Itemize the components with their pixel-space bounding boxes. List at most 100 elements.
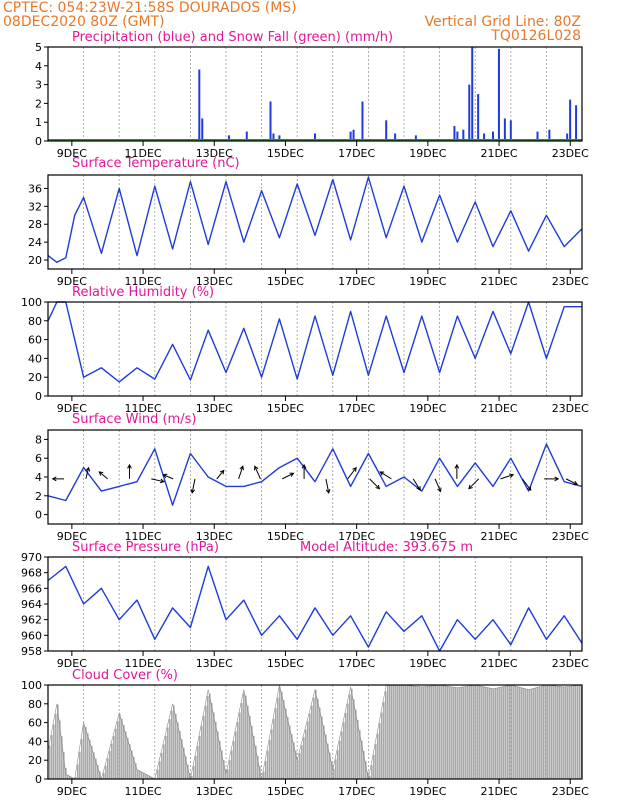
cloud-bar — [239, 712, 241, 779]
cloud-bar — [319, 707, 321, 779]
cloud-bar — [75, 777, 77, 779]
cloud-bar — [519, 687, 521, 779]
cloud-bar — [219, 741, 221, 779]
cloud-frame — [47, 684, 583, 780]
precip-bar — [453, 125, 456, 141]
cloud-bar — [535, 688, 537, 779]
wind-arrow-head — [190, 488, 196, 494]
wind-ytick-label: 2 — [35, 490, 42, 503]
humidity-frame — [47, 301, 583, 397]
cloud-bar — [55, 713, 57, 779]
cloud-bar — [187, 764, 189, 779]
precip-frame — [47, 46, 583, 142]
cloud-bar — [81, 739, 83, 779]
cloud-bar — [435, 685, 437, 779]
precip-panel: 0 1 2 3 4 5 9DEC 11DEC 13DEC 15DEC 17DEC 19DEC 21DEC… — [35, 41, 589, 160]
cloud-bar — [373, 754, 375, 779]
cloud-bar — [165, 735, 167, 779]
precip-bar — [471, 47, 474, 141]
cloud-bar — [139, 770, 141, 779]
wind-arrow-shaft — [238, 466, 244, 480]
wind-xtick-label: 11DEC — [124, 530, 161, 543]
humidity-xtick-label: 11DEC — [124, 402, 161, 415]
wind-arrow — [544, 476, 560, 482]
cloud-bar — [83, 726, 85, 779]
precip-panel-title: Precipitation (blue) and Snow Fall (gree… — [72, 30, 393, 45]
cloud-bar — [201, 725, 203, 779]
cloud-bar — [533, 688, 535, 779]
cloud-xtick-label: 11DEC — [124, 785, 161, 798]
cloud-bar — [259, 765, 261, 779]
cloud-bar — [137, 769, 139, 779]
pressure-ytick-label: 970 — [21, 551, 42, 564]
cloud-bar — [229, 760, 231, 779]
precip-bar — [477, 94, 480, 141]
cloud-bar — [123, 725, 125, 779]
cloud-bar — [357, 720, 359, 779]
cloud-bar — [307, 721, 309, 779]
precip-bar — [509, 120, 512, 141]
cloud-bar — [95, 758, 97, 779]
wind-arrow-head — [526, 486, 532, 491]
cloud-bar — [207, 695, 209, 779]
cloud-bar — [211, 703, 213, 779]
cloud-bar — [145, 773, 147, 779]
cloud-bar — [573, 685, 575, 779]
cloud-bar — [557, 686, 559, 779]
cloud-bar — [113, 736, 115, 779]
cloud-bar — [505, 686, 507, 779]
cloud-bar — [305, 729, 307, 779]
wind-arrow — [162, 473, 174, 480]
precip-bar — [385, 120, 388, 141]
cloud-bar — [279, 687, 281, 779]
cloud-bar — [463, 686, 465, 779]
cloud-bar — [257, 755, 259, 779]
cloud-bar — [105, 765, 107, 779]
precip-bar — [548, 129, 551, 141]
wind-arrow-head — [554, 476, 560, 482]
cloud-bar — [141, 771, 143, 779]
cloud-bar — [243, 693, 245, 779]
temp-panel: 20 24 28 32 36 9DEC 11DEC 13DEC 15DEC 17DEC 19DEC 2… — [28, 174, 589, 288]
cloud-bar — [349, 694, 351, 779]
wind-arrow-shaft — [191, 478, 196, 493]
wind-arrow — [98, 471, 108, 480]
precip-ytick-label: 3 — [35, 79, 42, 92]
wind-arrow-shaft — [379, 471, 392, 480]
cloud-bar — [449, 686, 451, 779]
cloud-bar — [191, 775, 193, 779]
cloud-xtick-label: 9DEC — [57, 785, 87, 798]
wind-ytick-label: 4 — [35, 471, 42, 484]
wind-arrow — [325, 478, 331, 494]
pressure-panel: 958 960 962 964 966 968 970 9DEC 11DEC 13DEC 15DEC… — [21, 551, 589, 670]
cloud-bar — [281, 691, 283, 779]
cloud-bar — [549, 685, 551, 779]
header-model-code: TQ0126L028 — [490, 28, 581, 44]
cloud-bar — [213, 712, 215, 779]
precip-bar — [462, 129, 465, 141]
wind-arrow — [369, 478, 381, 490]
cloud-bar — [173, 705, 175, 779]
cloud-bar — [283, 700, 285, 779]
cloud-bar — [537, 687, 539, 779]
cloud-bar — [311, 705, 313, 779]
cloud-bar — [451, 686, 453, 779]
humidity-ytick-label: 80 — [28, 315, 42, 328]
cloud-bar — [465, 686, 467, 779]
cloud-bar — [459, 687, 461, 779]
pressure-xtick-label: 13DEC — [196, 657, 233, 670]
precip-xtick-label: 15DEC — [267, 147, 304, 160]
wind-arrow — [468, 478, 480, 490]
cloud-bar — [413, 685, 415, 779]
cloud-bar — [527, 689, 529, 779]
wind-arrow-shaft — [85, 467, 90, 480]
pressure-panel-title: Surface Pressure (hPa) — [72, 540, 219, 555]
pressure-xtick-label: 11DEC — [124, 657, 161, 670]
precip-bar — [269, 101, 272, 141]
wind-xtick-label: 23DEC — [552, 530, 589, 543]
cloud-bar — [485, 687, 487, 779]
humidity-ytick-label: 100 — [21, 296, 42, 309]
cloud-bar — [569, 686, 571, 779]
cloud-bar — [245, 695, 247, 779]
humidity-xtick-label: 23DEC — [552, 402, 589, 415]
